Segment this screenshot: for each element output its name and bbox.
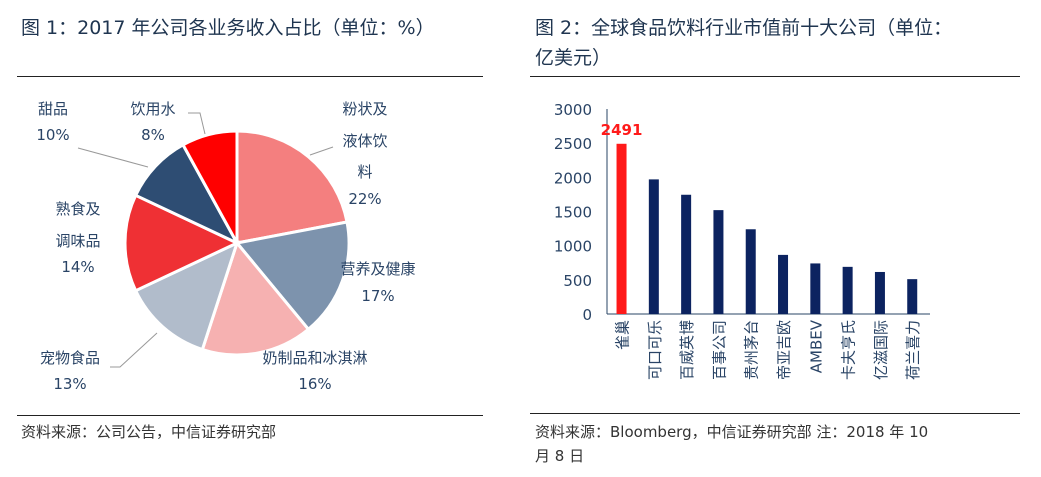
pie-leader-lines	[77, 112, 334, 368]
pie-label-6: 饮用水	[130, 100, 175, 118]
bar-2	[681, 194, 692, 314]
leader-line-water	[188, 112, 206, 135]
pie-chart	[123, 129, 351, 357]
x-tick-label-7: 卡夫亨氏	[840, 320, 858, 380]
bar-5	[778, 254, 789, 314]
x-tick-label-9: 荷兰喜力	[904, 320, 922, 380]
bar-7	[842, 266, 853, 314]
figure2-source-line1: 资料来源：Bloomberg，中信证券研究部 注：2018 年 10	[535, 423, 929, 441]
pie-value-label-6: 8%	[141, 126, 165, 144]
pie-label-0: 粉状及	[342, 100, 387, 118]
bar-6	[810, 263, 821, 314]
bar-8	[874, 271, 885, 314]
pie-slice-0	[235, 129, 349, 245]
figure2-title-line2: 亿美元）	[535, 47, 612, 69]
pie-label-0: 料	[357, 163, 372, 181]
bar-3	[713, 210, 724, 314]
bar-chart: 0 500 1000 1500 2000 2500 3000 雀巢 可口可乐 百威英博 百事公司 贵州…	[554, 101, 930, 380]
x-tick-label-0: 雀巢	[614, 320, 632, 350]
pie-value-label-3: 13%	[53, 375, 86, 393]
y-tick-label: 1000	[554, 238, 592, 256]
pie-value-label-1: 17%	[361, 287, 394, 305]
pie-slice-1	[234, 220, 351, 332]
y-tick-label: 1500	[554, 204, 592, 222]
pie-value-label-2: 16%	[298, 375, 331, 393]
figure2-title-rule	[530, 76, 1020, 77]
bar-4	[745, 229, 756, 314]
pie-label-4: 调味品	[55, 232, 100, 250]
y-tick-label: 0	[582, 306, 592, 324]
figure2-source-rule	[530, 413, 1020, 414]
leader-line-dessert	[77, 147, 149, 168]
leader-line-powder	[309, 146, 334, 156]
pie-label-3: 宠物食品	[40, 349, 100, 367]
figure2-source-line2: 月 8 日	[535, 447, 585, 465]
x-tick-label-6: AMBEV	[807, 319, 825, 373]
figure1-source-rule	[17, 415, 483, 416]
pie-value-label-4: 14%	[61, 258, 94, 276]
pie-label-2: 奶制品和冰淇淋	[262, 349, 367, 367]
y-tick-label: 2500	[554, 135, 592, 153]
bar-1	[648, 179, 659, 314]
pie-label-5: 甜品	[38, 100, 68, 118]
y-tick-label: 2000	[554, 169, 592, 187]
figure1-title-rule	[17, 76, 483, 77]
x-tick-label-4: 贵州茅台	[743, 320, 761, 380]
pie-label-0: 液体饮	[342, 132, 387, 150]
x-tick-label-2: 百威英博	[678, 320, 696, 380]
figure2-title-line1: 图 2：全球食品饮料行业市值前十大公司（单位：	[535, 17, 953, 39]
x-tick-label-3: 百事公司	[710, 320, 728, 380]
y-tick-label: 500	[563, 272, 592, 290]
bar-0	[616, 143, 627, 314]
pie-slice-6	[181, 129, 239, 244]
x-tick-label-5: 帝亚吉欧	[775, 320, 793, 380]
leader-line-pet	[110, 332, 158, 368]
pie-slice-3	[133, 240, 240, 352]
pie-slice-4	[123, 193, 241, 293]
figure1-source: 资料来源：公司公告，中信证券研究部	[21, 423, 277, 441]
pie-value-label-5: 10%	[36, 126, 69, 144]
x-tick-label-8: 亿滋国际	[872, 320, 890, 380]
pie-label-1: 营养及健康	[340, 260, 415, 278]
bar-9	[907, 279, 918, 314]
y-tick-label: 3000	[554, 101, 592, 119]
pie-value-label-0: 22%	[348, 190, 381, 208]
figure1-title: 图 1：2017 年公司各业务收入占比（单位：%）	[21, 17, 435, 39]
x-tick-label-1: 可口可乐	[646, 320, 664, 380]
bar-data-label: 2491	[601, 121, 643, 139]
pie-label-4: 熟食及	[55, 200, 100, 218]
